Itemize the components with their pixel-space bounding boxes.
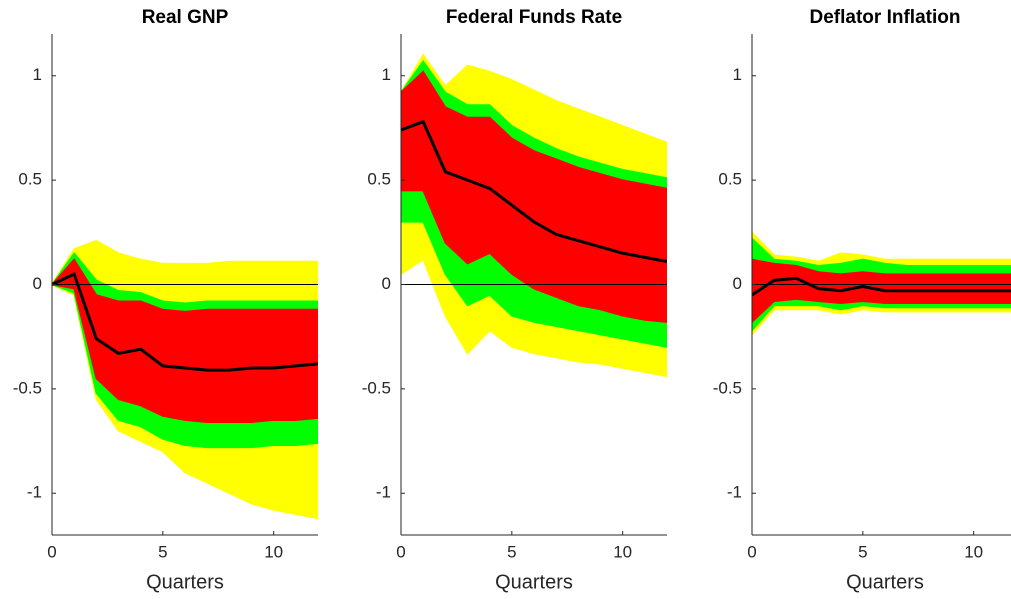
chart-title: Federal Funds Rate [446, 7, 622, 28]
median-line [752, 276, 1011, 297]
y-tick-label: 1 [382, 65, 391, 84]
band [52, 258, 318, 424]
x-tick-label: 10 [964, 542, 983, 561]
y-tick-label: -0.5 [13, 378, 42, 397]
y-tick-label: -1 [376, 483, 391, 502]
x-axis-label: Quarters [846, 571, 924, 593]
x-tick-label: 0 [747, 542, 756, 561]
chart-title: Deflator Inflation [810, 7, 961, 28]
y-tick-label: 1 [33, 65, 42, 84]
x-tick-label: 0 [396, 542, 405, 561]
x-axis-label: Quarters [146, 571, 224, 593]
y-tick-label: 0 [382, 274, 391, 293]
plot-area [52, 239, 318, 520]
x-tick-label: 5 [858, 542, 867, 561]
plot-area [401, 53, 667, 378]
y-tick-label: 0.5 [718, 170, 742, 189]
chart-title: Real GNP [142, 7, 229, 28]
plot-area [752, 231, 1011, 336]
x-tick-label: 5 [158, 542, 167, 561]
median-line [52, 271, 318, 372]
median-line [401, 119, 667, 264]
x-tick-label: 10 [613, 542, 632, 561]
band [401, 70, 667, 323]
y-tick-label: -0.5 [362, 378, 391, 397]
y-tick-label: -1 [727, 483, 742, 502]
y-tick-label: 0 [733, 274, 742, 293]
y-tick-label: 0.5 [367, 170, 391, 189]
x-tick-label: 5 [507, 542, 516, 561]
x-tick-label: 0 [47, 542, 56, 561]
x-tick-label: 10 [264, 542, 283, 561]
y-tick-label: 0.5 [18, 170, 42, 189]
y-tick-label: 1 [733, 65, 742, 84]
y-tick-label: 0 [33, 274, 42, 293]
y-tick-label: -0.5 [713, 378, 742, 397]
y-tick-label: -1 [27, 483, 42, 502]
x-axis-label: Quarters [495, 571, 573, 593]
